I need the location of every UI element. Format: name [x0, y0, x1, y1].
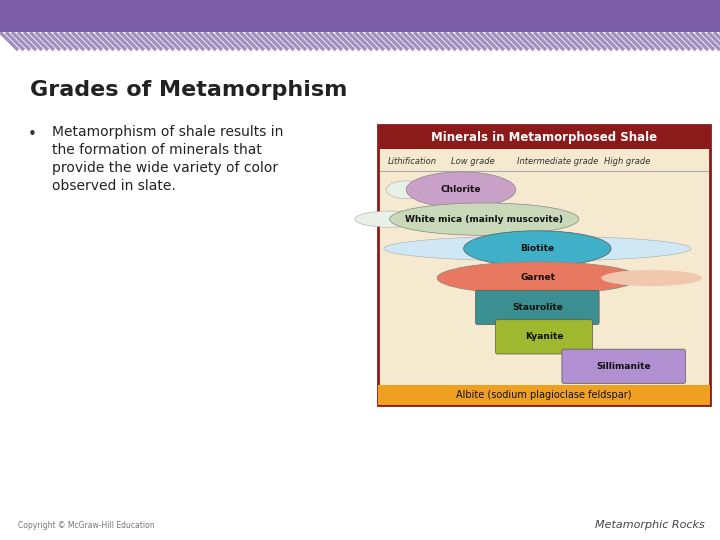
- Text: observed in slate.: observed in slate.: [52, 179, 176, 193]
- Text: Lithification: Lithification: [388, 157, 437, 165]
- Text: High grade: High grade: [604, 157, 650, 165]
- Ellipse shape: [464, 231, 611, 266]
- FancyBboxPatch shape: [378, 125, 710, 405]
- Ellipse shape: [406, 172, 516, 207]
- Text: White mica (mainly muscovite): White mica (mainly muscovite): [405, 214, 563, 224]
- Text: Albite (sodium plagioclase feldspar): Albite (sodium plagioclase feldspar): [456, 390, 631, 400]
- Text: Staurolite: Staurolite: [512, 303, 563, 312]
- Ellipse shape: [390, 203, 579, 235]
- Text: Copyright © McGraw-Hill Education: Copyright © McGraw-Hill Education: [18, 521, 155, 530]
- Text: Garnet: Garnet: [521, 273, 556, 282]
- Text: Metamorphic Rocks: Metamorphic Rocks: [595, 520, 705, 530]
- Ellipse shape: [384, 236, 691, 261]
- FancyBboxPatch shape: [378, 385, 710, 405]
- FancyBboxPatch shape: [0, 0, 720, 32]
- Text: provide the wide variety of color: provide the wide variety of color: [52, 161, 278, 175]
- FancyBboxPatch shape: [495, 320, 593, 354]
- Text: Metamorphism of shale results in: Metamorphism of shale results in: [52, 125, 284, 139]
- Text: the formation of minerals that: the formation of minerals that: [52, 143, 262, 157]
- Text: Sillimanite: Sillimanite: [596, 362, 651, 371]
- Text: Biotite: Biotite: [521, 244, 554, 253]
- Ellipse shape: [386, 181, 426, 199]
- Ellipse shape: [601, 270, 702, 286]
- FancyBboxPatch shape: [562, 349, 685, 383]
- Text: •: •: [28, 127, 37, 142]
- Text: Grades of Metamorphism: Grades of Metamorphism: [30, 80, 347, 100]
- Ellipse shape: [355, 211, 424, 227]
- Text: Intermediate grade: Intermediate grade: [518, 157, 599, 165]
- FancyBboxPatch shape: [476, 291, 599, 325]
- Text: Minerals in Metamorphosed Shale: Minerals in Metamorphosed Shale: [431, 131, 657, 144]
- Text: Low grade: Low grade: [451, 157, 495, 165]
- Ellipse shape: [437, 262, 639, 294]
- Text: Chlorite: Chlorite: [441, 185, 481, 194]
- Text: Kyanite: Kyanite: [525, 332, 563, 341]
- FancyBboxPatch shape: [378, 125, 710, 149]
